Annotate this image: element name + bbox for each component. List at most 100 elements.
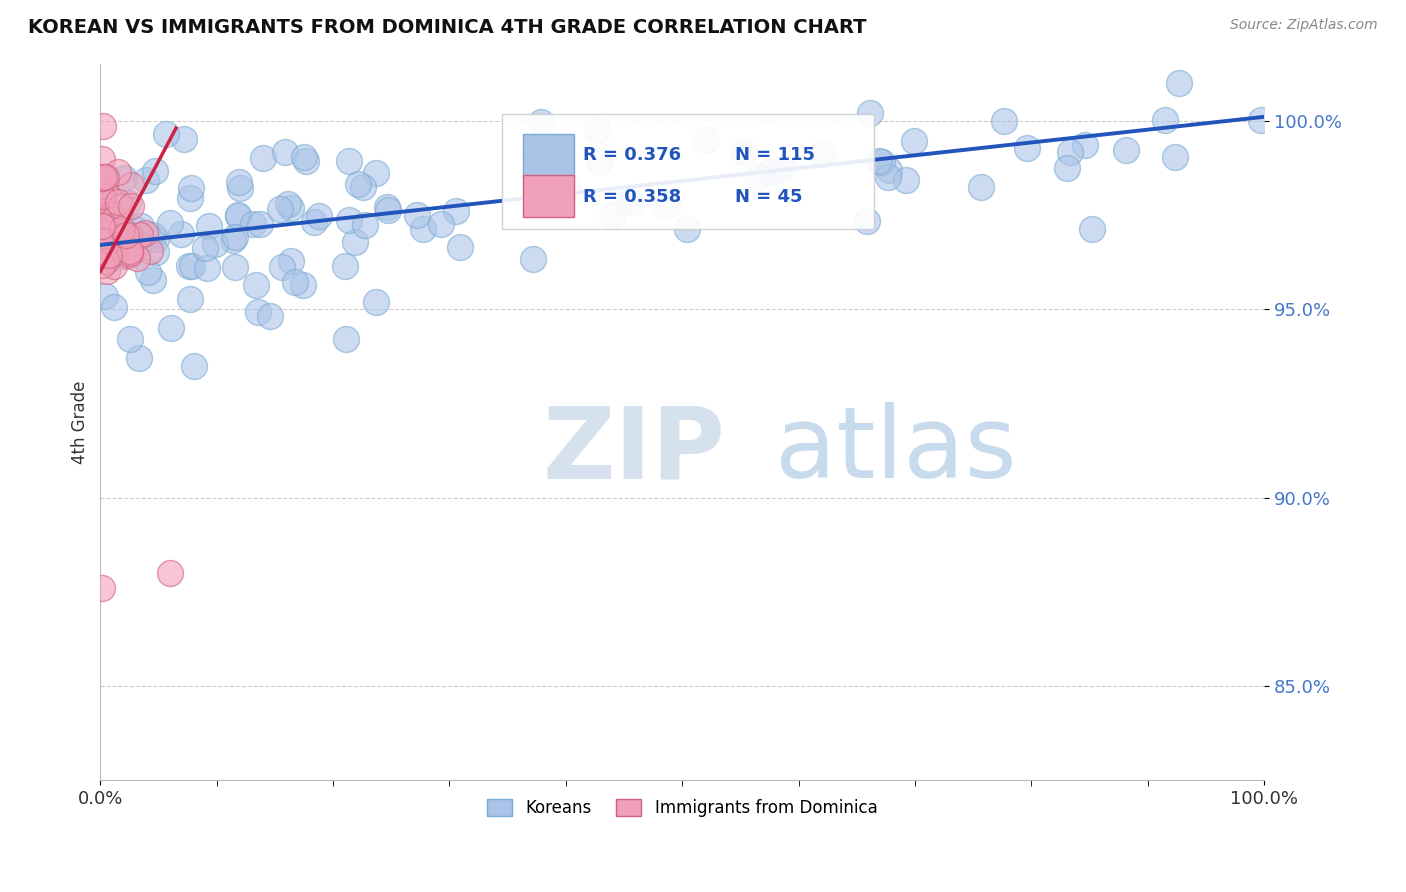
Point bbox=[197, 219, 219, 234]
Point bbox=[120, 178, 142, 192]
Point bbox=[98, 248, 121, 262]
Text: Source: ZipAtlas.com: Source: ZipAtlas.com bbox=[1230, 18, 1378, 32]
Point bbox=[90, 152, 112, 166]
Point bbox=[94, 212, 117, 227]
Point bbox=[125, 240, 148, 254]
Point bbox=[246, 304, 269, 318]
Point bbox=[1168, 76, 1191, 90]
Point bbox=[91, 219, 114, 233]
Point bbox=[115, 228, 138, 243]
Point bbox=[127, 251, 149, 265]
Point bbox=[90, 219, 112, 233]
Point bbox=[655, 198, 678, 212]
Point bbox=[1073, 138, 1095, 153]
Text: KOREAN VS IMMIGRANTS FROM DOMINICA 4TH GRADE CORRELATION CHART: KOREAN VS IMMIGRANTS FROM DOMINICA 4TH G… bbox=[28, 18, 866, 37]
FancyBboxPatch shape bbox=[523, 175, 574, 218]
Point bbox=[124, 221, 146, 235]
Point bbox=[145, 232, 167, 246]
Point bbox=[277, 197, 299, 211]
Point bbox=[226, 209, 249, 223]
Point bbox=[870, 154, 893, 169]
Point bbox=[347, 177, 370, 191]
Point bbox=[96, 211, 118, 225]
Point bbox=[993, 114, 1015, 128]
Point bbox=[195, 260, 218, 275]
Point bbox=[444, 203, 467, 218]
Point bbox=[93, 183, 115, 197]
Point bbox=[366, 166, 388, 180]
Point bbox=[90, 581, 112, 595]
Point bbox=[1153, 112, 1175, 127]
Point bbox=[135, 172, 157, 186]
Point bbox=[159, 216, 181, 230]
Point bbox=[1017, 141, 1039, 155]
Point bbox=[112, 170, 135, 185]
Point bbox=[118, 248, 141, 262]
Point bbox=[118, 227, 141, 242]
FancyBboxPatch shape bbox=[502, 114, 875, 228]
Point bbox=[226, 208, 249, 222]
Point bbox=[747, 169, 769, 184]
Point bbox=[91, 188, 114, 202]
Point bbox=[449, 239, 471, 253]
Point bbox=[302, 215, 325, 229]
Point bbox=[335, 332, 357, 346]
Legend: Koreans, Immigrants from Dominica: Koreans, Immigrants from Dominica bbox=[478, 791, 886, 826]
Point bbox=[522, 252, 544, 267]
Point bbox=[90, 226, 112, 240]
Point bbox=[221, 233, 243, 247]
Point bbox=[868, 154, 890, 169]
Point bbox=[523, 145, 546, 160]
Point bbox=[96, 204, 118, 219]
Point bbox=[292, 150, 315, 164]
Point bbox=[90, 171, 112, 186]
Point bbox=[228, 180, 250, 194]
Text: ZIP: ZIP bbox=[543, 402, 725, 500]
Point bbox=[90, 190, 112, 204]
Point bbox=[100, 207, 122, 221]
Point bbox=[586, 123, 609, 137]
Point bbox=[117, 196, 139, 211]
Point bbox=[110, 199, 132, 213]
Point bbox=[337, 212, 360, 227]
Point bbox=[242, 218, 264, 232]
Point bbox=[280, 201, 302, 215]
Point bbox=[103, 259, 125, 273]
Point bbox=[540, 182, 562, 196]
Point bbox=[1059, 145, 1081, 160]
Point bbox=[136, 265, 159, 279]
Point bbox=[145, 245, 167, 260]
Point bbox=[530, 115, 553, 129]
Point bbox=[159, 566, 181, 580]
Point bbox=[412, 222, 434, 236]
Point bbox=[177, 259, 200, 273]
Point bbox=[118, 332, 141, 346]
Point bbox=[228, 175, 250, 189]
Point bbox=[970, 179, 993, 194]
Point bbox=[179, 293, 201, 307]
Point bbox=[180, 181, 202, 195]
Point bbox=[377, 200, 399, 214]
Point bbox=[93, 245, 115, 260]
Point bbox=[352, 179, 374, 194]
Point bbox=[377, 203, 399, 218]
Point bbox=[90, 258, 112, 272]
Text: N = 115: N = 115 bbox=[734, 146, 814, 164]
Point bbox=[252, 151, 274, 165]
Point bbox=[93, 169, 115, 184]
Point bbox=[134, 226, 156, 240]
Point bbox=[274, 145, 297, 159]
Point bbox=[139, 244, 162, 259]
Point bbox=[280, 254, 302, 268]
Point bbox=[1115, 143, 1137, 157]
Point bbox=[555, 179, 578, 194]
Point bbox=[91, 119, 114, 133]
Point bbox=[103, 247, 125, 261]
Point bbox=[111, 221, 134, 235]
Point bbox=[354, 218, 377, 232]
Point bbox=[894, 172, 917, 186]
Point bbox=[245, 277, 267, 292]
Point bbox=[128, 227, 150, 242]
Point bbox=[103, 301, 125, 315]
Point bbox=[1081, 222, 1104, 236]
